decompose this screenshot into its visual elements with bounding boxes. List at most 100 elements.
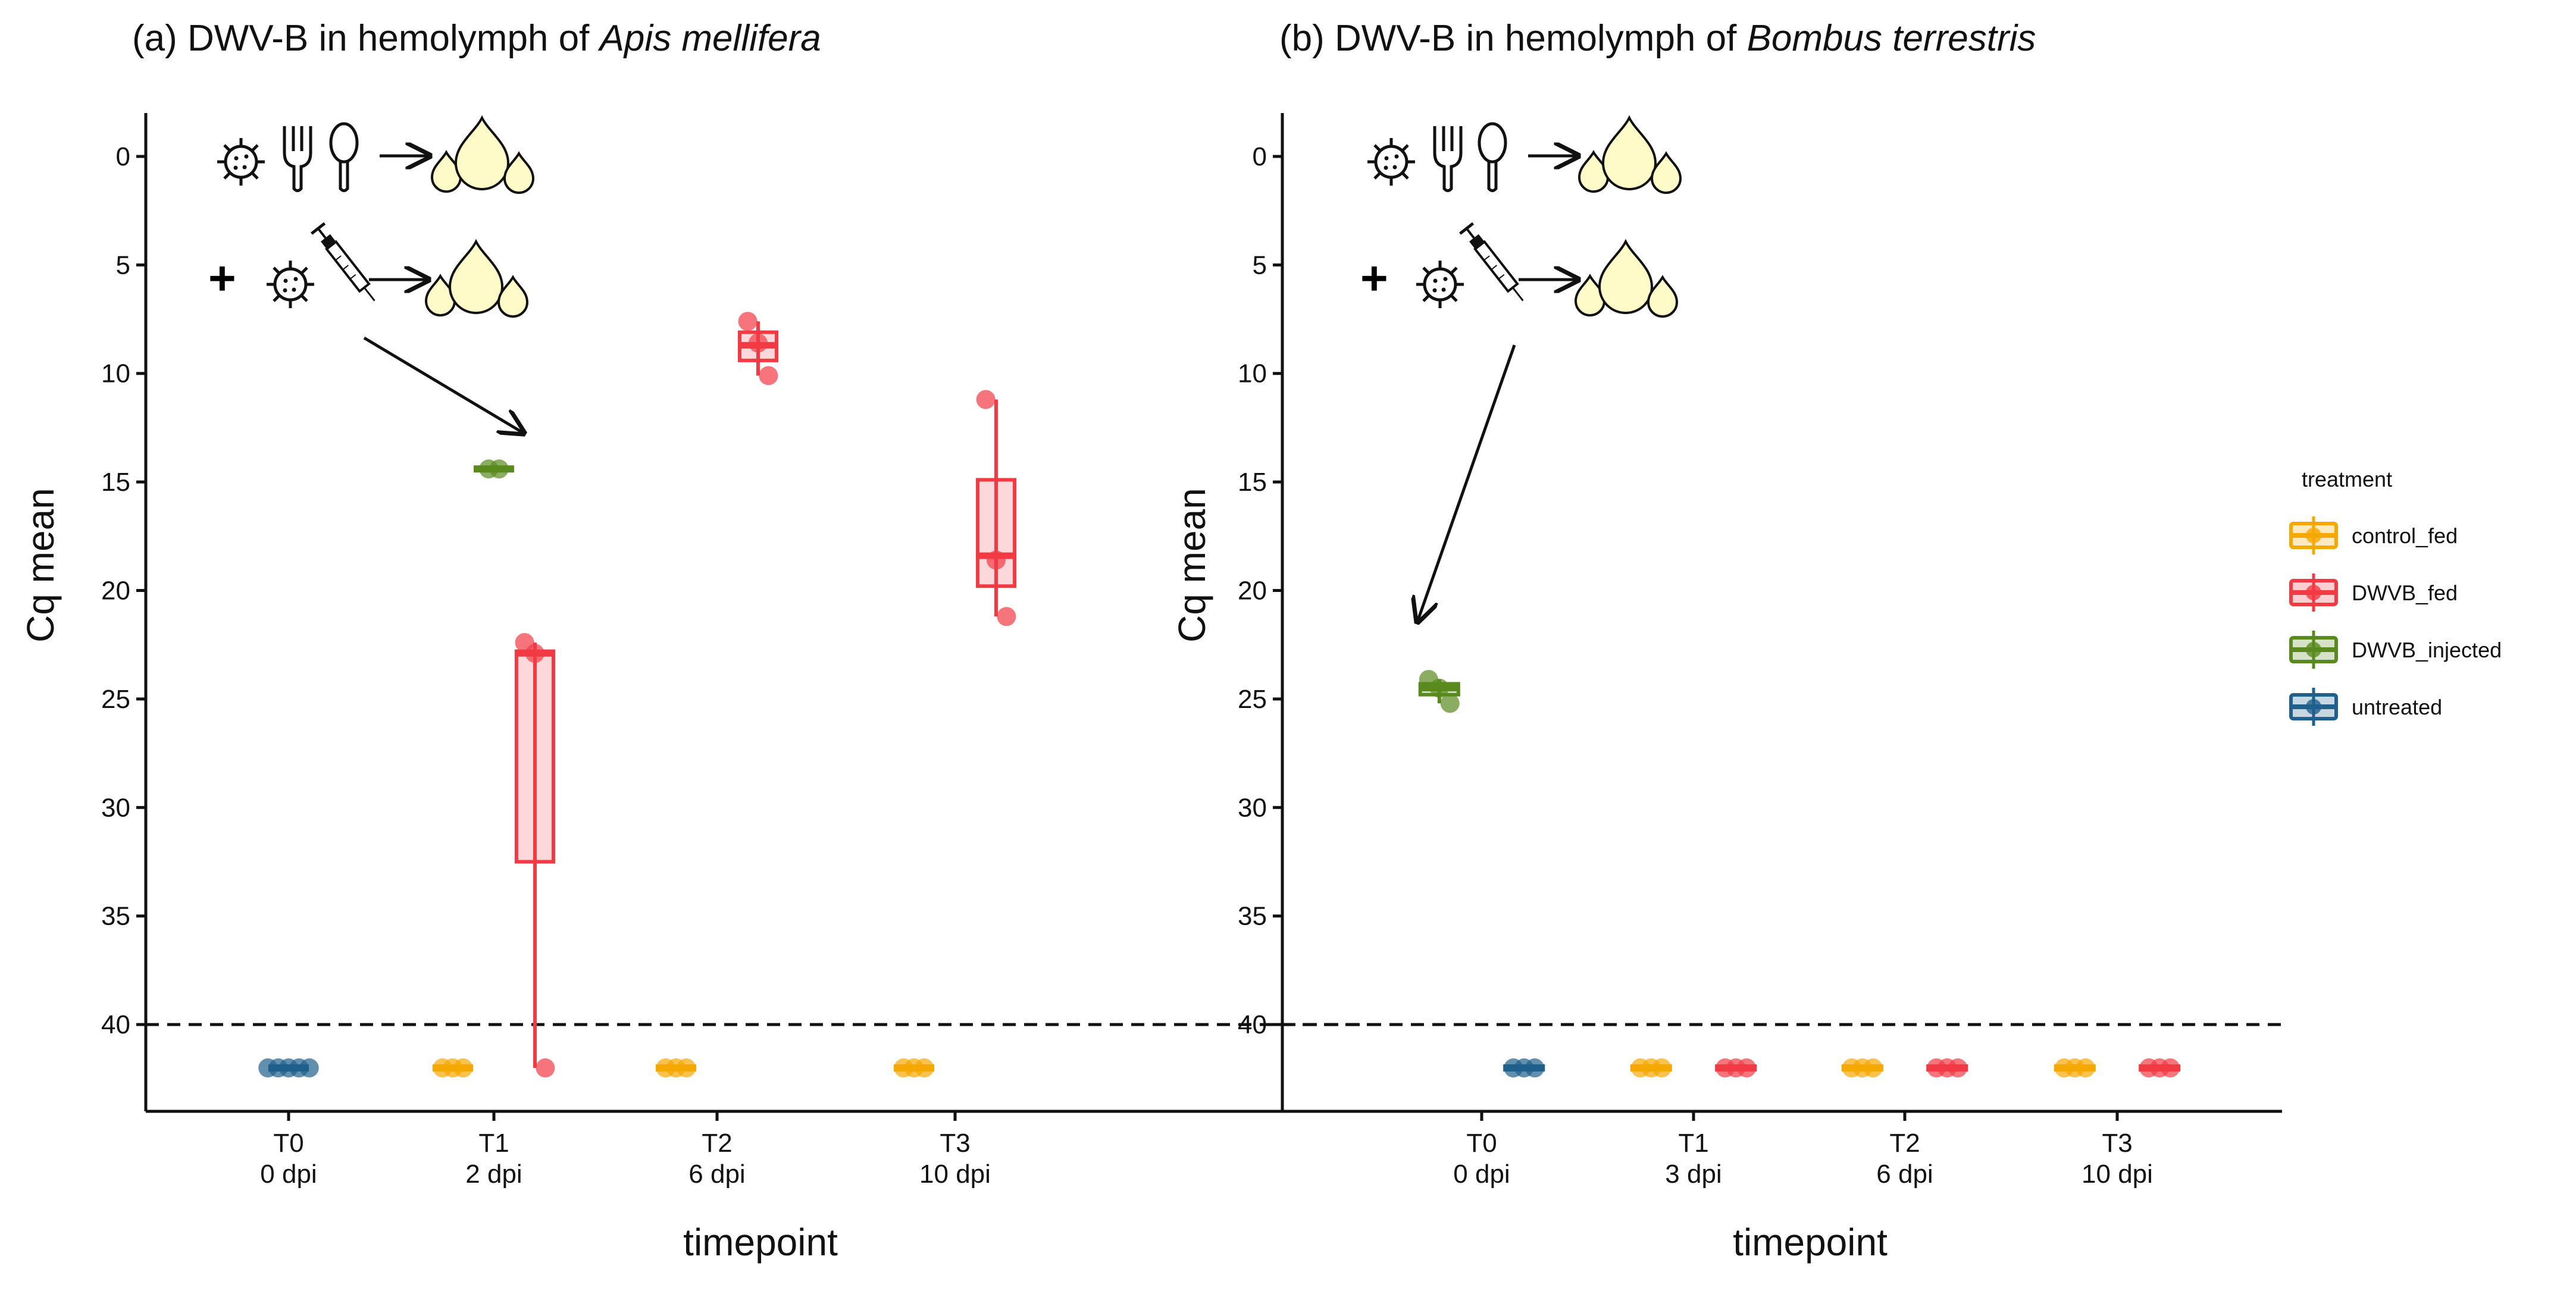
y-tick-label: 40 (1238, 1010, 1267, 1039)
panel-a: (a) DWV-B in hemolymph of Apis mellifera… (19, 18, 1369, 1264)
data-point (1440, 694, 1460, 713)
box-DWVB_fed (514, 633, 556, 1078)
x-tick-label: T3 (940, 1129, 970, 1158)
droplets-icon (1576, 242, 1677, 317)
box-control_fed (1841, 1058, 1883, 1078)
panel-b-yaxis: 0 5 10 15 20 25 30 35 40 (1238, 113, 1284, 1111)
x-tick-label: T1 (1678, 1129, 1708, 1158)
panel-a-title: (a) DWV-B in hemolymph of Apis mellifera (132, 18, 821, 59)
syringe-icon (312, 223, 381, 306)
box-DWVB_injected (473, 459, 515, 479)
x-tick-sublabel: 0 dpi (260, 1160, 317, 1189)
y-tick-label: 35 (1238, 902, 1267, 931)
legend-item-control_fed: control_fed (2289, 516, 2458, 554)
box-DWVB_fed (1926, 1058, 1968, 1078)
panel-a-yaxis: 0 5 10 15 20 25 30 35 40 (101, 113, 148, 1111)
box-body (514, 649, 556, 864)
spoon-icon (1479, 124, 1505, 191)
panel-a-pointer-arrow (363, 336, 524, 433)
x-tick-label: T1 (478, 1129, 509, 1158)
y-tick-label: 0 (116, 142, 130, 171)
y-tick-label: 15 (101, 468, 130, 497)
legend-key-point (2306, 585, 2321, 600)
y-tick-label: 5 (1253, 250, 1267, 280)
box-untreated (1503, 1058, 1545, 1078)
panel-b-pointer-arrow (1417, 344, 1516, 622)
plus-icon: + (1360, 252, 1388, 305)
box-body (975, 478, 1017, 588)
data-point (976, 390, 996, 409)
data-point (1525, 1058, 1545, 1078)
data-point (997, 607, 1016, 626)
y-tick-label: 35 (101, 902, 130, 931)
x-tick-sublabel: 10 dpi (2082, 1160, 2153, 1189)
box-control_fed (893, 1058, 935, 1078)
x-tick-sublabel: 3 dpi (1665, 1160, 1721, 1189)
droplets-icon (426, 242, 527, 317)
x-tick-sublabel: 6 dpi (1876, 1160, 1933, 1189)
legend-key-point (2306, 642, 2321, 657)
panel-b-boxes (1418, 670, 2181, 1078)
x-tick-sublabel: 10 dpi (919, 1160, 991, 1189)
legend-item-DWVB_injected: DWVB_injected (2289, 631, 2502, 669)
box-control_fed (2054, 1058, 2096, 1078)
legend-label: untreated (2352, 695, 2442, 719)
virus-icon (1416, 261, 1464, 308)
syringe-icon (1460, 223, 1530, 306)
data-point (1863, 1058, 1883, 1078)
data-point (677, 1058, 696, 1078)
data-point (749, 333, 768, 353)
data-point (1948, 1058, 1968, 1078)
virus-icon (217, 138, 265, 186)
x-tick-label: T0 (1466, 1129, 1497, 1158)
y-tick-label: 10 (1238, 359, 1267, 388)
x-tick-sublabel: 6 dpi (688, 1160, 745, 1189)
data-point (453, 1058, 473, 1078)
legend-label: DWVB_injected (2352, 638, 2502, 662)
x-tick-sublabel: 0 dpi (1453, 1160, 1510, 1189)
y-tick-label: 10 (101, 359, 130, 388)
legend-key-point (2306, 528, 2321, 543)
y-tick-label: 5 (116, 250, 130, 280)
panel-a-ylabel: Cq mean (19, 488, 62, 643)
data-point (1429, 678, 1449, 698)
y-tick-label: 25 (1238, 685, 1267, 714)
spoon-icon (331, 124, 357, 191)
x-tick-sublabel: 2 dpi (465, 1160, 522, 1189)
legend-title: treatment (2302, 467, 2392, 491)
droplets-icon (432, 118, 533, 193)
y-tick-label: 30 (1238, 793, 1267, 822)
y-tick-label: 20 (101, 576, 130, 606)
panel-b-title: (b) DWV-B in hemolymph of Bombus terrest… (1279, 18, 2036, 59)
panel-b-xlabel: timepoint (1733, 1221, 1888, 1264)
virus-icon (267, 261, 314, 308)
legend: treatment control_fed DWVB_fed DWVB_inject… (2289, 467, 2502, 726)
box-DWVB_fed (1715, 1058, 1757, 1078)
data-point (2076, 1058, 2095, 1078)
data-point (759, 366, 778, 386)
box-untreated (258, 1058, 319, 1078)
box-control_fed (432, 1058, 474, 1078)
box-DWVB_fed (2139, 1058, 2181, 1078)
legend-label: control_fed (2352, 524, 2458, 548)
panel-b-ylabel: Cq mean (1170, 488, 1213, 643)
box-DWVB_injected (1418, 670, 1460, 713)
x-tick-label: T2 (1889, 1129, 1920, 1158)
legend-key-point (2306, 699, 2321, 715)
data-point (738, 312, 758, 331)
box-control_fed (1630, 1058, 1672, 1078)
data-point (2161, 1058, 2180, 1078)
y-tick-label: 40 (101, 1010, 130, 1039)
fork-icon (1435, 126, 1461, 191)
fork-icon (284, 126, 311, 191)
legend-label: DWVB_fed (2352, 581, 2458, 605)
droplets-icon (1579, 118, 1680, 193)
x-tick-label: T3 (2102, 1129, 2132, 1158)
data-point (1652, 1058, 1672, 1078)
virus-icon (1367, 138, 1415, 186)
y-tick-label: 0 (1253, 142, 1267, 171)
